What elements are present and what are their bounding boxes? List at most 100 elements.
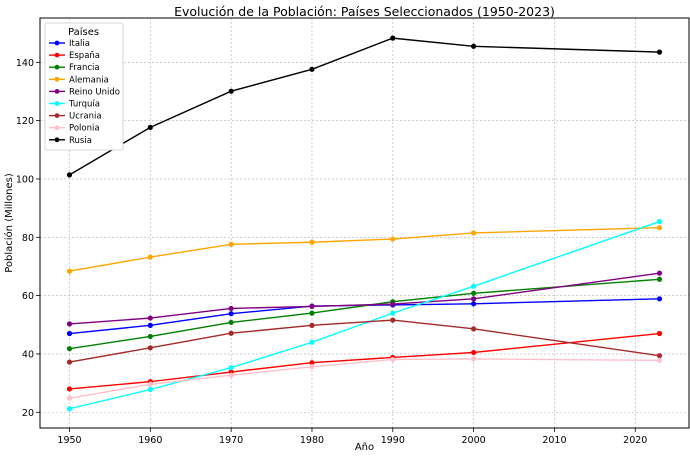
legend-title: Países: [68, 26, 99, 38]
tick-layer: 1950 1960 1970 1980 1990 2000 2010 202020406080…: [16, 58, 647, 446]
data-point-ucrania: [656, 353, 663, 359]
series-espana: [66, 330, 663, 392]
data-point-espana: [656, 330, 663, 337]
data-point-francia: [471, 290, 477, 296]
data-point-turquia: [656, 218, 663, 225]
data-point-francia: [66, 346, 73, 352]
data-point-rusia: [471, 43, 477, 49]
data-point-turquia: [390, 310, 396, 316]
legend-marker-italia: [54, 40, 60, 46]
data-point-turquia: [228, 365, 234, 371]
data-point-alemania: [309, 239, 315, 245]
data-point-turquia: [147, 386, 153, 393]
legend-marker-alemania: [54, 76, 60, 82]
series-turquia: [66, 218, 663, 412]
data-point-espana: [471, 349, 477, 356]
data-point-polonia: [390, 356, 396, 363]
data-point-rusia: [390, 35, 396, 41]
data-point-reino-unido: [228, 305, 234, 312]
data-point-francia: [228, 319, 234, 326]
data-point-francia: [147, 333, 153, 340]
legend-label-polonia: Polonia: [69, 124, 100, 134]
x-tick-label: 2010: [542, 435, 566, 446]
data-point-ucrania: [309, 322, 315, 328]
x-tick-label: 2020: [623, 435, 647, 446]
y-axis-label: Población (Millones): [3, 173, 15, 273]
y-tick-label: 20: [22, 408, 34, 419]
legend-label-ucrania: Ucrania: [69, 112, 102, 122]
data-point-rusia: [228, 88, 234, 94]
data-point-alemania: [471, 230, 477, 236]
data-point-ucrania: [147, 345, 153, 351]
data-point-ucrania: [228, 330, 234, 336]
legend-label-reino-unido: Reino Unido: [69, 87, 120, 97]
legend-marker-espana: [54, 52, 60, 58]
data-point-polonia: [656, 357, 663, 363]
data-point-alemania: [656, 225, 663, 231]
data-point-polonia: [471, 356, 477, 362]
series-line-polonia: [69, 358, 660, 399]
y-tick-label: 80: [22, 233, 34, 244]
y-tick-label: 40: [22, 349, 34, 360]
data-point-reino-unido: [656, 270, 663, 276]
series-line-alemania: [69, 226, 660, 272]
data-point-reino-unido: [471, 296, 477, 302]
x-axis-label: Año: [355, 442, 374, 453]
x-tick-label: 2000: [462, 435, 486, 446]
y-tick-label: 100: [16, 174, 34, 185]
data-point-ucrania: [471, 326, 477, 332]
data-point-rusia: [147, 124, 153, 130]
plot-frame: [39, 17, 690, 429]
series-francia: [66, 276, 663, 352]
data-point-espana: [66, 386, 73, 392]
series-ucrania: [66, 317, 663, 365]
legend-label-espana: España: [69, 51, 100, 61]
data-point-espana: [309, 360, 315, 366]
legend-label-turquia: Turquía: [68, 100, 100, 110]
data-point-polonia: [66, 395, 73, 401]
series-line-ucrania: [69, 319, 660, 363]
series-line-reino-unido: [69, 272, 660, 325]
series-polonia: [66, 356, 663, 401]
legend-marker-reino-unido: [54, 89, 60, 94]
x-tick-label: 1970: [219, 435, 243, 446]
x-tick-label: 1980: [300, 435, 324, 446]
data-point-reino-unido: [390, 301, 396, 307]
series-layer: [66, 35, 663, 412]
legend-marker-polonia: [54, 125, 60, 131]
data-point-reino-unido: [66, 321, 73, 327]
series-line-italia: [69, 298, 660, 335]
data-point-polonia: [228, 372, 234, 378]
y-tick-label: 120: [16, 116, 34, 127]
data-point-alemania: [66, 268, 73, 274]
y-tick-label: 60: [22, 291, 34, 302]
data-point-francia: [309, 310, 315, 316]
data-point-italia: [228, 311, 234, 317]
legend-marker-turquia: [54, 101, 60, 106]
series-line-rusia: [69, 37, 660, 176]
data-point-reino-unido: [147, 315, 153, 321]
legend-marker-rusia: [54, 137, 60, 143]
x-tick-label: 1950: [57, 435, 81, 446]
x-tick-label: 1960: [138, 435, 162, 446]
data-point-italia: [66, 330, 73, 337]
data-point-rusia: [309, 66, 315, 72]
data-point-reino-unido: [309, 303, 315, 309]
legend-label-rusia: Rusia: [69, 136, 92, 146]
series-line-francia: [69, 278, 660, 350]
legend-label-italia: Italia: [69, 39, 90, 49]
legend: Países Italia España Francia Alemania Reino …: [44, 22, 124, 151]
y-tick-label: 140: [16, 58, 34, 69]
data-point-alemania: [390, 236, 396, 242]
data-point-turquia: [471, 283, 477, 289]
data-point-italia: [656, 296, 663, 302]
legend-marker-ucrania: [54, 113, 60, 118]
data-point-alemania: [228, 241, 234, 247]
chart-title: Evolución de la Población: Países Selecc…: [174, 4, 555, 19]
legend-label-alemania: Alemania: [69, 75, 109, 85]
legend-marker-francia: [54, 64, 60, 70]
data-point-polonia: [147, 381, 153, 387]
series-line-espana: [69, 332, 660, 390]
